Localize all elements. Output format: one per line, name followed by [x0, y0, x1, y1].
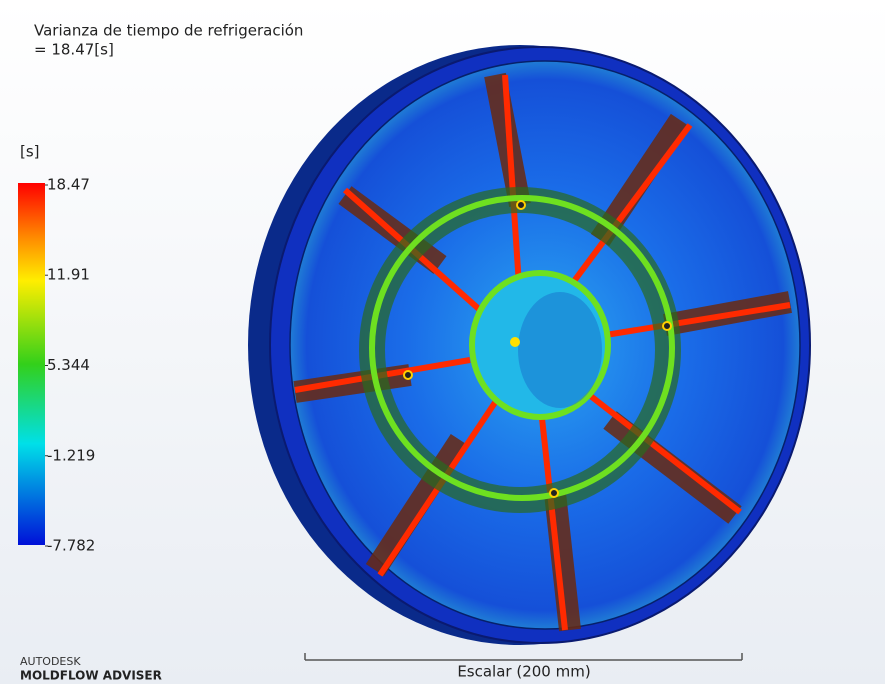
scale-label: Escalar (200 mm): [457, 663, 590, 681]
wheel-model: [248, 45, 811, 645]
result-value: = 18.47[s]: [34, 41, 114, 59]
legend-unit: [s]: [20, 143, 40, 161]
color-bar: [18, 183, 45, 545]
legend-tick-label: 11.91: [47, 266, 90, 284]
legend-tick-label: -7.782: [47, 537, 95, 555]
legend-tick-label: 5.344: [47, 356, 90, 374]
scale-bar: [304, 653, 743, 661]
logo-brand: AUTODESK: [20, 655, 81, 668]
legend-tick-label: 18.47: [47, 176, 90, 194]
logo-product: MOLDFLOW ADVISER: [20, 669, 162, 683]
result-title: Varianza de tiempo de refrigeración: [34, 22, 303, 40]
legend-tick-label: -1.219: [47, 446, 95, 464]
